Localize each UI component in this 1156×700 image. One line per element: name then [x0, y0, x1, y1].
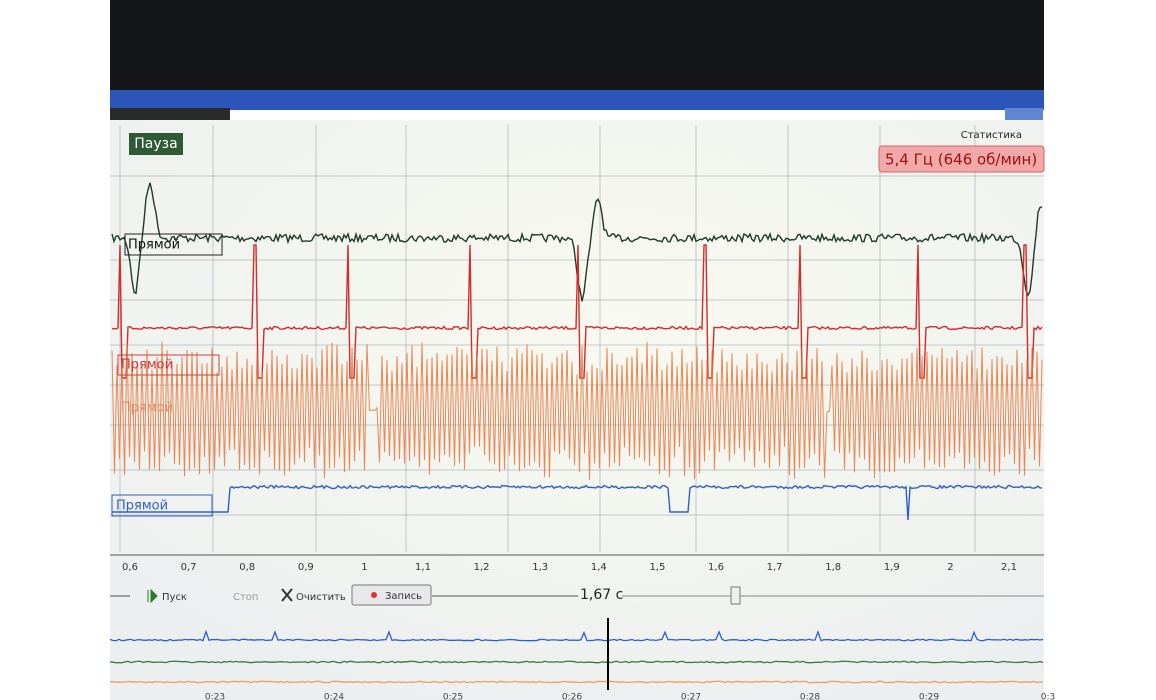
screen-bezel	[110, 0, 1044, 95]
time-tick-label: 1,9	[884, 562, 900, 573]
overview-trace	[109, 680, 1044, 684]
channel-label[interactable]: Прямой	[121, 401, 173, 416]
time-tick-label: 1,2	[474, 562, 490, 573]
time-tick-label: 1,4	[591, 562, 607, 573]
overview-traces	[109, 629, 1044, 684]
clear-icon	[281, 588, 293, 602]
window-length: 1,67 с	[580, 587, 623, 603]
time-tick-label: 0,7	[181, 562, 197, 573]
frequency-box	[878, 145, 1045, 173]
time-tick-label: 1,5	[649, 562, 665, 573]
window-controls[interactable]	[1005, 108, 1043, 122]
clear-button[interactable]: Очистить	[296, 592, 346, 603]
overview-tick-label: 0:24	[324, 693, 344, 700]
start-button[interactable]: Пуск	[162, 592, 187, 603]
channel-label[interactable]: Прямой	[128, 238, 180, 253]
channel-box	[117, 354, 220, 376]
time-tick-label: 1	[361, 562, 367, 573]
record-label: Запись	[385, 591, 422, 602]
stop-button[interactable]: Стоп	[233, 592, 258, 603]
channel-label[interactable]: Прямой	[116, 499, 168, 514]
plot-area	[110, 120, 1044, 555]
trace-blue	[112, 484, 1042, 521]
time-tick-label: 0,8	[239, 562, 255, 573]
channel-label[interactable]: Прямой	[121, 358, 173, 373]
overview-tick-label: 0:25	[443, 693, 463, 700]
time-tick-label: 2	[947, 562, 953, 573]
trace-orange	[111, 341, 1043, 480]
overview-tick-label: 0:29	[919, 693, 939, 700]
trace-red	[111, 244, 1043, 379]
time-tick-label: 1,6	[708, 562, 724, 573]
time-tick-label: 2,1	[1001, 562, 1017, 573]
statistics-menu[interactable]: Статистика	[961, 130, 1022, 141]
record-icon	[371, 592, 377, 598]
time-tick-label: 1,8	[825, 562, 841, 573]
waveforms	[111, 182, 1043, 521]
overview-axis: 0:23 0:24 0:25 0:26 0:27 0:28 0:29 0:3	[205, 693, 1055, 700]
tab-strip	[110, 108, 230, 122]
overview-tick-label: 0:26	[562, 693, 582, 700]
time-axis: 0,6 0,7 0,8 0,9 1 1,1 1,2 1,3 1,4 1,5 1,6 1,7 1,8 1,9…	[122, 562, 1017, 573]
overview-trace	[109, 629, 1044, 642]
time-tick-label: 0,6	[122, 562, 138, 573]
overview-tick-label: 0:23	[205, 693, 225, 700]
channel-box	[111, 494, 213, 517]
time-tick-label: 1,7	[767, 562, 783, 573]
record-button[interactable]	[351, 584, 432, 606]
pause-label: Пауза	[134, 136, 177, 152]
time-tick-label: 0,9	[298, 562, 314, 573]
title-bar	[110, 90, 1044, 110]
time-tick-label: 1,1	[415, 562, 431, 573]
frequency-readout: 5,4 Гц (646 об/мин)	[885, 151, 1037, 169]
overview-tick-label: 0:28	[800, 693, 820, 700]
time-tick-label: 1,3	[532, 562, 548, 573]
overview-trace	[109, 660, 1044, 664]
overview-tick-label: 0:3	[1041, 693, 1055, 700]
slider-thumb[interactable]	[730, 586, 741, 605]
channel-box	[124, 233, 223, 256]
pause-button[interactable]	[129, 133, 183, 155]
play-icon	[147, 588, 158, 604]
overview-tick-label: 0:27	[681, 693, 701, 700]
